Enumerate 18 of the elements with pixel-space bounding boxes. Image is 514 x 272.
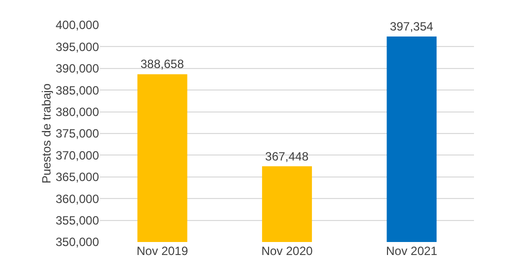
data-label: 367,448 (265, 149, 309, 164)
y-axis-title: Puestos de trabajo (40, 83, 54, 184)
x-tick-label: Nov 2021 (386, 244, 438, 258)
y-tick-label: 360,000 (56, 192, 100, 206)
y-tick-label: 380,000 (56, 105, 100, 119)
y-tick-label: 395,000 (56, 40, 100, 54)
data-label: 388,658 (140, 57, 184, 72)
y-tick-label: 375,000 (56, 126, 100, 141)
y-tick-label: 355,000 (56, 214, 100, 228)
y-tick-label: 400,000 (56, 18, 100, 32)
x-tick-label: Nov 2020 (261, 244, 314, 258)
y-tick-label: 350,000 (56, 235, 100, 250)
y-tick-label: 390,000 (56, 62, 100, 76)
y-tick-label: 370,000 (56, 148, 100, 162)
data-label: 397,354 (390, 19, 434, 34)
y-tick-label: 365,000 (56, 170, 100, 184)
x-tick-label: Nov 2019 (136, 244, 188, 258)
y-tick-label: 385,000 (56, 83, 100, 98)
